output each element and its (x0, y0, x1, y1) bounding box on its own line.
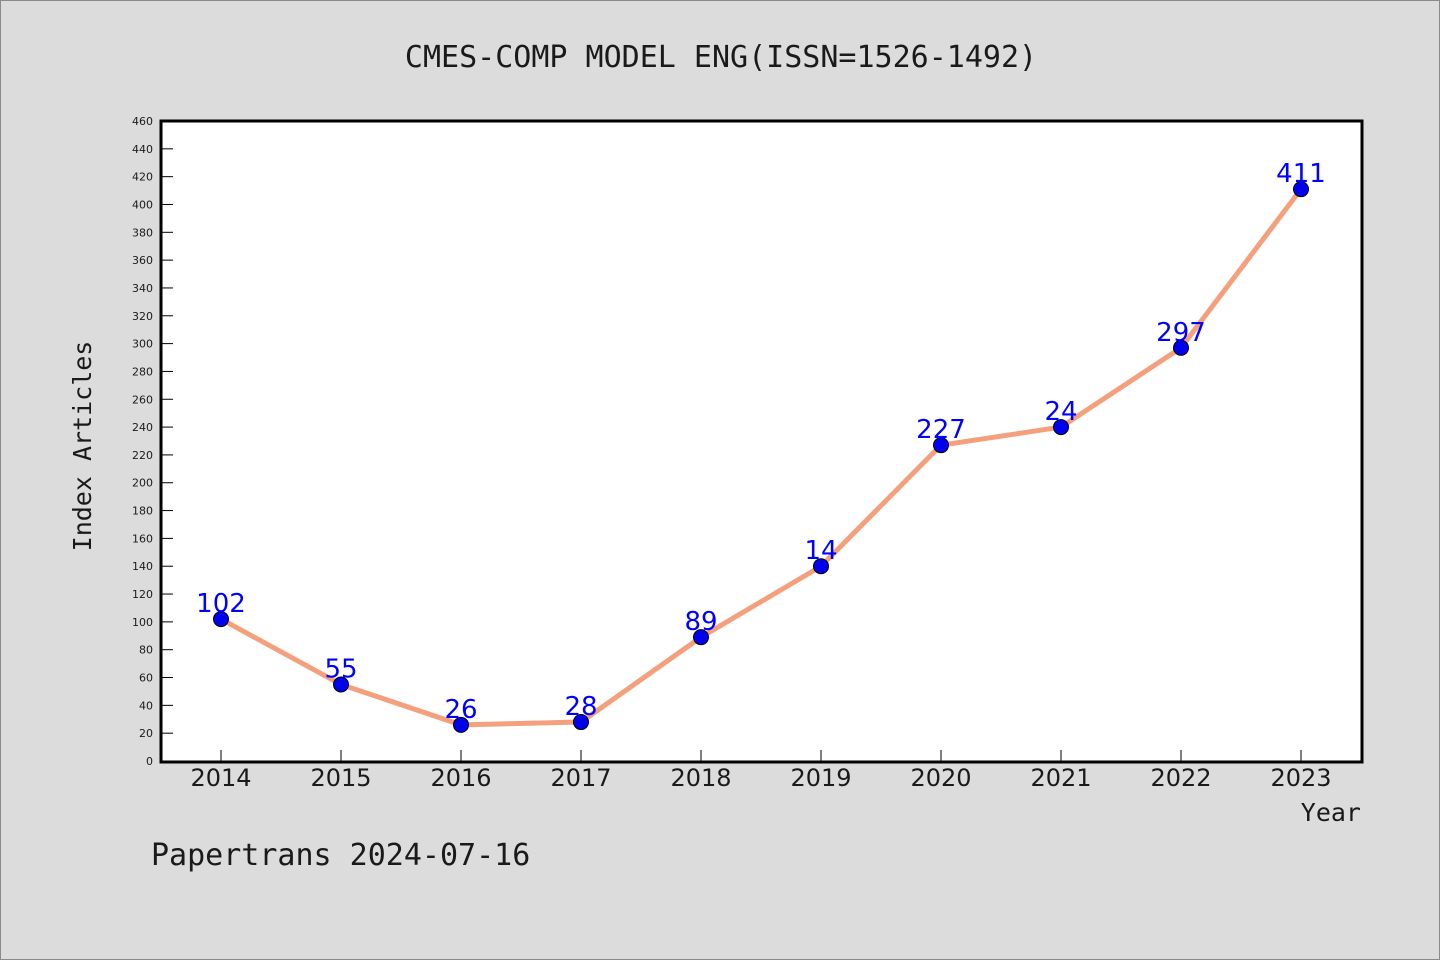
x-axis: 2014 2015 2016 2017 2018 2019 2020 2021 2022 2023 (190, 750, 1332, 792)
y-tick-label: 20 (139, 727, 153, 740)
data-label: 89 (684, 607, 717, 637)
x-tick-label: 2014 (190, 764, 251, 792)
y-tick-label: 140 (132, 560, 153, 573)
x-tick-label: 2019 (790, 764, 851, 792)
y-tick-label: 100 (132, 616, 153, 629)
y-tick-label: 160 (132, 532, 153, 545)
data-point (813, 558, 829, 575)
data-label: 14 (804, 536, 837, 566)
data-label: 28 (564, 692, 597, 722)
data-point (213, 611, 229, 628)
y-tick-label: 460 (132, 115, 153, 128)
x-tick-label: 2015 (310, 764, 371, 792)
chart-title: CMES-COMP MODEL ENG(ISSN=1526-1492) (405, 40, 1037, 75)
y-tick-label: 420 (132, 171, 153, 184)
y-tick-label: 360 (132, 254, 153, 267)
x-tick-label: 2020 (910, 764, 971, 792)
x-tick-label: 2017 (550, 764, 611, 792)
series-index-articles: 102 55 26 28 89 14 227 24 297 411 (196, 159, 1326, 733)
data-point (933, 437, 949, 454)
data-point (1053, 419, 1069, 436)
y-tick-label: 340 (132, 282, 153, 295)
x-tick-label: 2018 (670, 764, 731, 792)
data-label: 227 (916, 415, 966, 445)
y-tick-label: 300 (132, 338, 153, 351)
y-tick-label: 380 (132, 226, 153, 239)
data-label: 55 (324, 654, 357, 684)
y-tick-label: 240 (132, 421, 153, 434)
data-point (333, 676, 349, 693)
y-tick-label: 260 (132, 393, 153, 406)
y-tick-label: 400 (132, 198, 153, 211)
x-tick-label: 2023 (1270, 764, 1331, 792)
y-tick-label: 120 (132, 588, 153, 601)
y-axis-label: Index Articles (68, 341, 97, 552)
data-point (1293, 181, 1309, 198)
y-tick-label: 320 (132, 310, 153, 323)
y-tick-label: 80 (139, 644, 153, 657)
y-tick-label: 40 (139, 699, 153, 712)
data-point (453, 716, 469, 733)
y-tick-label: 440 (132, 143, 153, 156)
x-tick-label: 2022 (1150, 764, 1211, 792)
data-label: 297 (1156, 318, 1206, 348)
y-tick-label: 280 (132, 365, 153, 378)
y-tick-label: 180 (132, 505, 153, 518)
plot-area (159, 119, 1364, 764)
data-point (573, 714, 589, 731)
data-label: 24 (1044, 397, 1077, 427)
data-point (1173, 339, 1189, 356)
y-axis: 0 20 40 60 80 100 120 140 160 180 200 220 240 260 280 3… (132, 115, 173, 768)
footer-credit: Papertrans 2024-07-16 (151, 838, 530, 873)
y-tick-label: 200 (132, 477, 153, 490)
data-label: 102 (196, 589, 246, 619)
x-tick-label: 2021 (1030, 764, 1091, 792)
data-point (693, 629, 709, 646)
data-label: 26 (444, 695, 477, 725)
y-tick-label: 60 (139, 672, 153, 685)
y-tick-label: 220 (132, 449, 153, 462)
x-tick-label: 2016 (430, 764, 491, 792)
y-tick-label: 0 (146, 755, 153, 768)
data-label: 411 (1276, 159, 1326, 189)
x-axis-label: Year (1301, 798, 1361, 827)
series-line (218, 186, 1304, 728)
